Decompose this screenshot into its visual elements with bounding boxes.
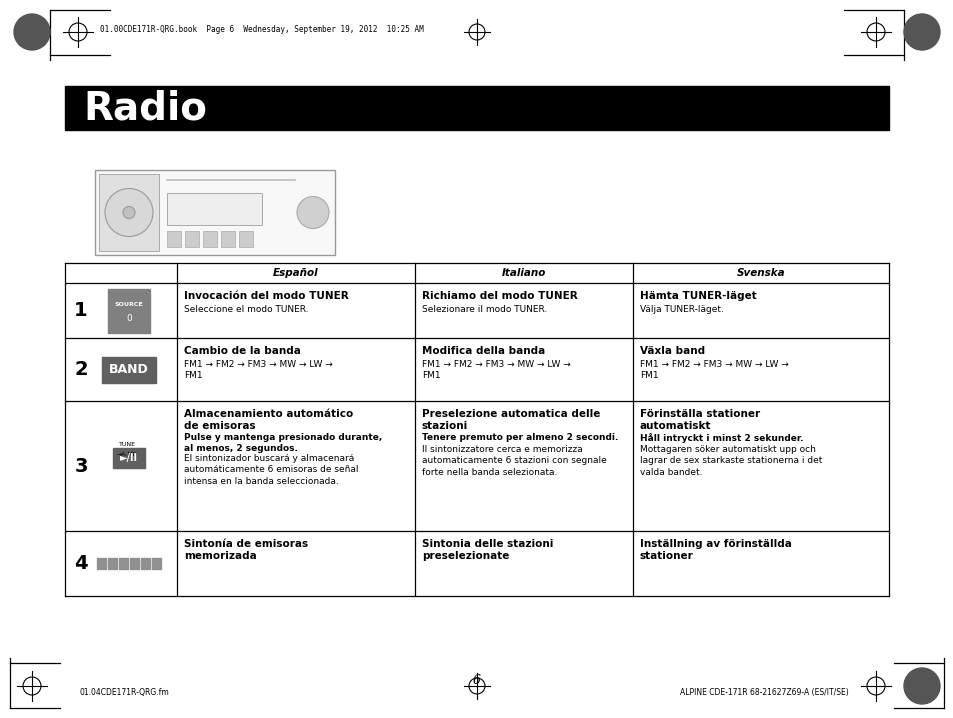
Bar (97, 558, 106, 569)
Text: SOURCE: SOURCE (114, 302, 143, 307)
Bar (99, 174, 159, 251)
Text: →A.ME: →A.ME (116, 452, 137, 457)
Text: 2: 2 (74, 360, 88, 379)
Text: BAND: BAND (109, 363, 149, 376)
Text: Modifica della banda: Modifica della banda (421, 346, 545, 356)
Circle shape (296, 197, 329, 228)
Text: Italiano: Italiano (501, 268, 546, 278)
Text: Radio: Radio (83, 89, 207, 127)
Text: 01.04CDE171R-QRG.fm: 01.04CDE171R-QRG.fm (80, 688, 170, 696)
Text: FM1 → FM2 → FM3 → MW → LW →
FM1: FM1 → FM2 → FM3 → MW → LW → FM1 (421, 360, 570, 381)
Bar (221, 231, 234, 247)
Bar (167, 231, 181, 247)
Bar (95, 170, 335, 255)
Text: Sintonía de emisoras
memorizada: Sintonía de emisoras memorizada (184, 539, 308, 561)
Text: ►/II: ►/II (120, 453, 138, 463)
Text: ALPINE CDE-171R 68-21627Z69-A (ES/IT/SE): ALPINE CDE-171R 68-21627Z69-A (ES/IT/SE) (679, 688, 848, 696)
Text: 3: 3 (74, 457, 88, 475)
Text: Richiamo del modo TUNER: Richiamo del modo TUNER (421, 291, 578, 301)
Text: Tenere premuto per almeno 2 secondi.: Tenere premuto per almeno 2 secondi. (421, 433, 618, 442)
Bar (239, 231, 253, 247)
Bar (108, 289, 150, 332)
Circle shape (105, 189, 152, 236)
Circle shape (903, 14, 939, 50)
Text: Seleccione el modo TUNER.: Seleccione el modo TUNER. (184, 305, 308, 314)
Text: 01.00CDE171R-QRG.book  Page 6  Wednesday, September 19, 2012  10:25 AM: 01.00CDE171R-QRG.book Page 6 Wednesday, … (100, 26, 423, 34)
Bar (102, 357, 156, 383)
Bar (203, 231, 216, 247)
Text: Mottagaren söker automatiskt upp och
lagrar de sex starkaste stationerna i det
v: Mottagaren söker automatiskt upp och lag… (639, 445, 821, 477)
Text: Förinställa stationer
automatiskt: Förinställa stationer automatiskt (639, 409, 760, 432)
Bar (65, 86, 888, 130)
Bar (185, 231, 199, 247)
Text: FM1 → FM2 → FM3 → MW → LW →
FM1: FM1 → FM2 → FM3 → MW → LW → FM1 (184, 360, 333, 381)
Bar (167, 193, 262, 225)
Text: Håll intryckt i minst 2 sekunder.: Håll intryckt i minst 2 sekunder. (639, 433, 802, 443)
Text: 4: 4 (74, 554, 88, 573)
Circle shape (123, 207, 135, 218)
Text: 0: 0 (126, 314, 132, 323)
Text: Svenska: Svenska (736, 268, 784, 278)
Text: Preselezione automatica delle
stazioni: Preselezione automatica delle stazioni (421, 409, 599, 432)
Text: Almacenamiento automático
de emisoras: Almacenamiento automático de emisoras (184, 409, 353, 432)
Text: Selezionare il modo TUNER.: Selezionare il modo TUNER. (421, 305, 547, 314)
Text: 1: 1 (74, 301, 88, 320)
Text: Pulse y mantenga presionado durante,
al menos, 2 segundos.: Pulse y mantenga presionado durante, al … (184, 433, 382, 454)
Text: Invocación del modo TUNER: Invocación del modo TUNER (184, 291, 349, 301)
Bar (112, 448, 145, 468)
Bar (141, 558, 150, 569)
Bar (152, 558, 161, 569)
Circle shape (14, 14, 50, 50)
Text: Español: Español (273, 268, 318, 278)
Bar (119, 558, 128, 569)
Text: El sintonizador buscará y almacenará
automáticamente 6 emisoras de señal
intensa: El sintonizador buscará y almacenará aut… (184, 454, 358, 486)
Text: 6: 6 (473, 673, 480, 686)
Text: Inställning av förinställda
stationer: Inställning av förinställda stationer (639, 539, 791, 561)
Circle shape (903, 668, 939, 704)
Text: Il sintonizzatore cerca e memorizza
automaticamente 6 stazioni con segnale
forte: Il sintonizzatore cerca e memorizza auto… (421, 445, 606, 477)
Text: FM1 → FM2 → FM3 → MW → LW →
FM1: FM1 → FM2 → FM3 → MW → LW → FM1 (639, 360, 788, 381)
Text: Hämta TUNER-läget: Hämta TUNER-läget (639, 291, 756, 301)
Text: Cambio de la banda: Cambio de la banda (184, 346, 300, 356)
Bar (108, 558, 117, 569)
Text: Växla band: Växla band (639, 346, 704, 356)
Text: Välja TUNER-läget.: Välja TUNER-läget. (639, 305, 723, 314)
Text: TUNE: TUNE (118, 442, 135, 447)
Bar (130, 558, 139, 569)
Text: Sintonia delle stazioni
preselezionate: Sintonia delle stazioni preselezionate (421, 539, 553, 561)
